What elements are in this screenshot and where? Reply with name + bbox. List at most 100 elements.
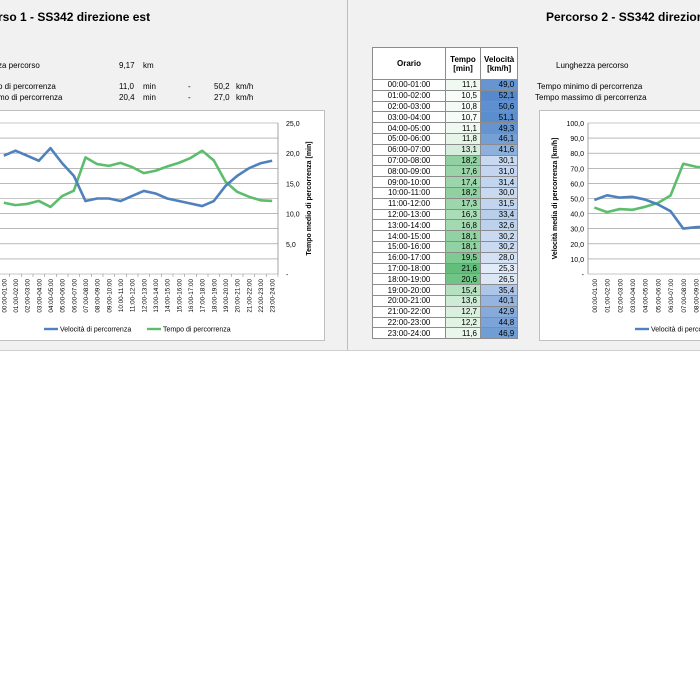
x-tick-label: 05:00-06:00	[60, 279, 67, 313]
y-tick-label: -	[582, 272, 585, 279]
table-row: 12:00-13:00 16,3 33,4	[372, 208, 519, 221]
cell-velocita: 40,1	[479, 294, 519, 307]
cell-tempo: 17,6	[445, 165, 481, 178]
x-tick-label: 14:00-15:00	[165, 279, 172, 313]
y2-tick-label: 25,0	[286, 121, 300, 128]
y-tick-label: 80,0	[570, 151, 584, 158]
cell-velocita: 41,6	[479, 143, 519, 156]
route2-chart-svg: 100,0 90,0 80,0 70,0 60,0 50,0 40,0 30,0 20,0 10,…	[552, 121, 700, 334]
x-tick-label: 22:00-23:00	[258, 279, 265, 313]
x-tick-label: 02:00-03:00	[617, 279, 624, 313]
cell-velocita: 31,0	[479, 165, 519, 178]
table-row: 02:00-03:00 10,8 50,6	[372, 100, 519, 113]
table-row: 04:00-05:00 11,1 49,3	[372, 122, 519, 134]
cell-orario: 00:00-01:00	[372, 79, 446, 91]
x-tick-label: 12:00-13:00	[141, 279, 148, 313]
x-tick-label: 07:00-08:00	[83, 279, 90, 313]
series-line-velocita	[3, 146, 273, 208]
cell-orario: 16:00-17:00	[372, 251, 446, 264]
cell-velocita: 33,4	[479, 208, 519, 221]
x-tick-label: 13:00-14:00	[153, 279, 160, 313]
cell-tempo: 11,1	[445, 122, 481, 134]
table-row: 07:00-08:00 18,2 30,1	[372, 154, 519, 167]
table-row: 03:00-04:00 10,7 51,1	[372, 111, 519, 124]
cell-tempo: 12,7	[445, 305, 481, 318]
cell-tempo: 11,8	[445, 132, 481, 145]
cell-tempo: 16,3	[445, 208, 481, 221]
route1-length-value: 9,17	[119, 61, 135, 70]
x-tick-label: 06:00-07:00	[668, 279, 675, 313]
cell-orario: 07:00-08:00	[372, 154, 446, 167]
cell-orario: 03:00-04:00	[372, 111, 446, 124]
x-tick-label: 19:00-20:00	[223, 279, 230, 313]
cell-velocita: 31,5	[479, 197, 519, 210]
y2-tick-label: 20,0	[286, 151, 300, 158]
route1-chart-svg: 25,0 20,0 15,0 10,0 5,0 - Tempo medio di perco…	[0, 121, 313, 334]
table-row: 22:00-23:00 12,2 44,8	[372, 316, 519, 329]
y2-tick-label: -	[286, 272, 289, 279]
route1-chart: 25,0 20,0 15,0 10,0 5,0 - Tempo medio di perco…	[0, 110, 325, 341]
cell-orario: 09:00-10:00	[372, 176, 446, 188]
x-tick-label: 11:00-12:00	[130, 279, 137, 313]
y2-tick-label: 10,0	[286, 212, 300, 219]
cell-velocita: 51,1	[479, 111, 519, 124]
cell-velocita: 30,2	[479, 240, 519, 253]
cell-velocita: 50,6	[479, 100, 519, 113]
cell-orario: 20:00-21:00	[372, 294, 446, 307]
panel-divider	[347, 0, 348, 350]
cell-tempo: 10,5	[445, 89, 481, 102]
y2-tick-label: 15,0	[286, 181, 300, 188]
cell-tempo: 16,8	[445, 219, 481, 232]
table-row: 11:00-12:00 17,3 31,5	[372, 197, 519, 210]
x-tick-label: 04:00-05:00	[643, 279, 650, 313]
x-tick-label: 01:00-02:00	[13, 279, 20, 313]
cell-tempo: 18,2	[445, 186, 481, 199]
cell-velocita: 46,1	[479, 132, 519, 145]
cell-orario: 08:00-09:00	[372, 165, 446, 178]
x-tick-label: 01:00-02:00	[605, 279, 612, 313]
route1-max-time: 20,4	[119, 93, 135, 102]
route1-max-speed: 27,0	[214, 93, 230, 102]
route1-min-time-unit: min	[143, 82, 156, 91]
cell-tempo: 18,1	[445, 240, 481, 253]
series-line-tempo	[593, 162, 700, 214]
x-tick-label: 09:00-10:00	[106, 279, 113, 313]
cell-velocita: 31,4	[479, 176, 519, 188]
x-tick-label: 23:00-24:00	[270, 279, 277, 313]
cell-tempo: 17,4	[445, 176, 481, 188]
table-row: 08:00-09:00 17,6 31,0	[372, 165, 519, 178]
table-row: 14:00-15:00 18,1 30,2	[372, 230, 519, 242]
hourly-table: Orario Tempo [min] Velocità [km/h] 00:00…	[372, 47, 519, 340]
cell-orario: 02:00-03:00	[372, 100, 446, 113]
cell-velocita: 30,2	[479, 230, 519, 242]
y-tick-label: 20,0	[570, 242, 584, 249]
x-tick-label: 08:00-09:00	[95, 279, 102, 313]
cell-orario: 06:00-07:00	[372, 143, 446, 156]
cell-tempo: 18,1	[445, 230, 481, 242]
route1-length-label: za percorso	[0, 61, 40, 70]
cell-velocita: 49,3	[479, 122, 519, 134]
cell-tempo: 20,6	[445, 273, 481, 286]
cell-tempo: 19,5	[445, 251, 481, 264]
route1-title: rso 1 - SS342 direzione est	[0, 10, 151, 24]
cell-orario: 21:00-22:00	[372, 305, 446, 318]
route1-max-time-unit: min	[143, 93, 156, 102]
route1-max-speed-unit: km/h	[236, 93, 254, 102]
route1-min-label: o di percorrenza	[0, 82, 56, 91]
cell-orario: 10:00-11:00	[372, 186, 446, 199]
cell-velocita: 25,3	[479, 262, 519, 275]
cell-orario: 12:00-13:00	[372, 208, 446, 221]
cell-tempo: 15,4	[445, 284, 481, 296]
route2-chart: 100,0 90,0 80,0 70,0 60,0 50,0 40,0 30,0 20,0 10,…	[539, 110, 700, 341]
header-tempo: Tempo [min]	[445, 47, 481, 80]
y-tick-label: 70,0	[570, 166, 584, 173]
route1-max-dash: -	[188, 93, 191, 102]
cell-orario: 23:00-24:00	[372, 327, 446, 340]
y-tick-label: 30,0	[570, 227, 584, 234]
table-row: 10:00-11:00 18,2 30,0	[372, 186, 519, 199]
route2-title: Percorso 2 - SS342 direzion	[546, 10, 700, 24]
table-row: 19:00-20:00 15,4 35,4	[372, 284, 519, 296]
y-tick-label: 10,0	[570, 257, 584, 264]
table-row: 23:00-24:00 11,6 46,9	[372, 327, 519, 340]
cell-orario: 18:00-19:00	[372, 273, 446, 286]
